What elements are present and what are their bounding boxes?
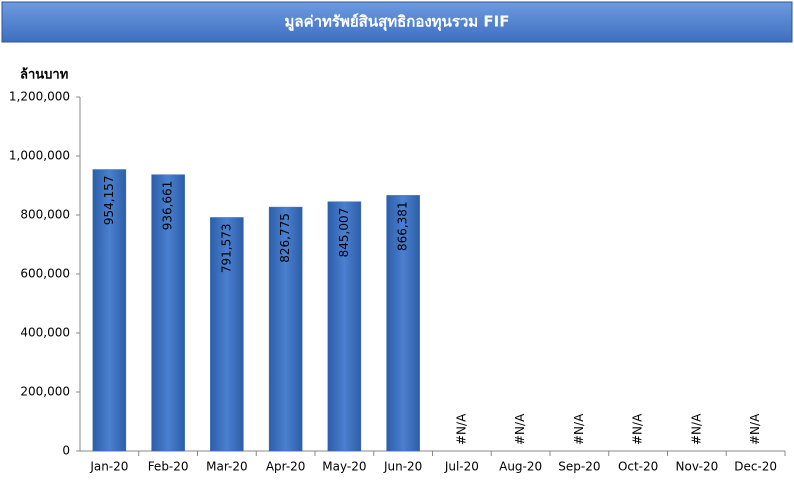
value-label: #N/A xyxy=(748,413,762,445)
y-tick-label: 200,000 xyxy=(20,385,70,399)
y-tick-label: 800,000 xyxy=(20,208,70,222)
x-tick-label: Jan-20 xyxy=(89,460,128,474)
title-banner xyxy=(1,1,793,43)
bar xyxy=(268,206,303,452)
y-tick-label: 1,200,000 xyxy=(9,90,70,104)
value-label: 866,381 xyxy=(396,201,410,251)
bar xyxy=(386,195,420,452)
bar xyxy=(210,217,244,452)
value-label: #N/A xyxy=(454,413,468,445)
y-tick-label: 0 xyxy=(62,444,70,458)
x-tick-label: Oct-20 xyxy=(618,460,658,474)
x-tick-label: Mar-20 xyxy=(206,460,247,474)
y-tick-label: 400,000 xyxy=(20,326,70,340)
x-tick-label: Aug-20 xyxy=(499,460,542,474)
value-label: #N/A xyxy=(631,413,645,445)
y-axis-label: ล้านบาท xyxy=(20,67,68,83)
x-tick-label: Sep-20 xyxy=(558,460,600,474)
chart-title: มูลค่าทรัพย์สินสุทธิกองทุนรวม FIF xyxy=(285,13,510,32)
x-tick-label: Jun-20 xyxy=(383,460,422,474)
x-tick-label: Apr-20 xyxy=(266,460,306,474)
value-label: #N/A xyxy=(689,413,703,445)
bar xyxy=(92,169,127,452)
y-tick-label: 600,000 xyxy=(20,267,70,281)
x-tick-label: Nov-20 xyxy=(676,460,719,474)
value-label: 845,007 xyxy=(337,208,351,258)
x-tick-label: May-20 xyxy=(322,460,366,474)
x-tick-label: Dec-20 xyxy=(734,460,777,474)
value-label: #N/A xyxy=(572,413,586,445)
y-tick-label: 1,000,000 xyxy=(9,149,70,163)
bar xyxy=(327,201,362,452)
x-tick-label: Jul-20 xyxy=(444,460,479,474)
value-label: 791,573 xyxy=(219,223,233,273)
x-tick-label: Feb-20 xyxy=(148,460,189,474)
value-label: #N/A xyxy=(513,413,527,445)
value-label: 936,661 xyxy=(161,181,175,231)
bar xyxy=(151,174,185,452)
value-label: 826,775 xyxy=(278,213,292,263)
value-label: 954,157 xyxy=(102,176,116,226)
